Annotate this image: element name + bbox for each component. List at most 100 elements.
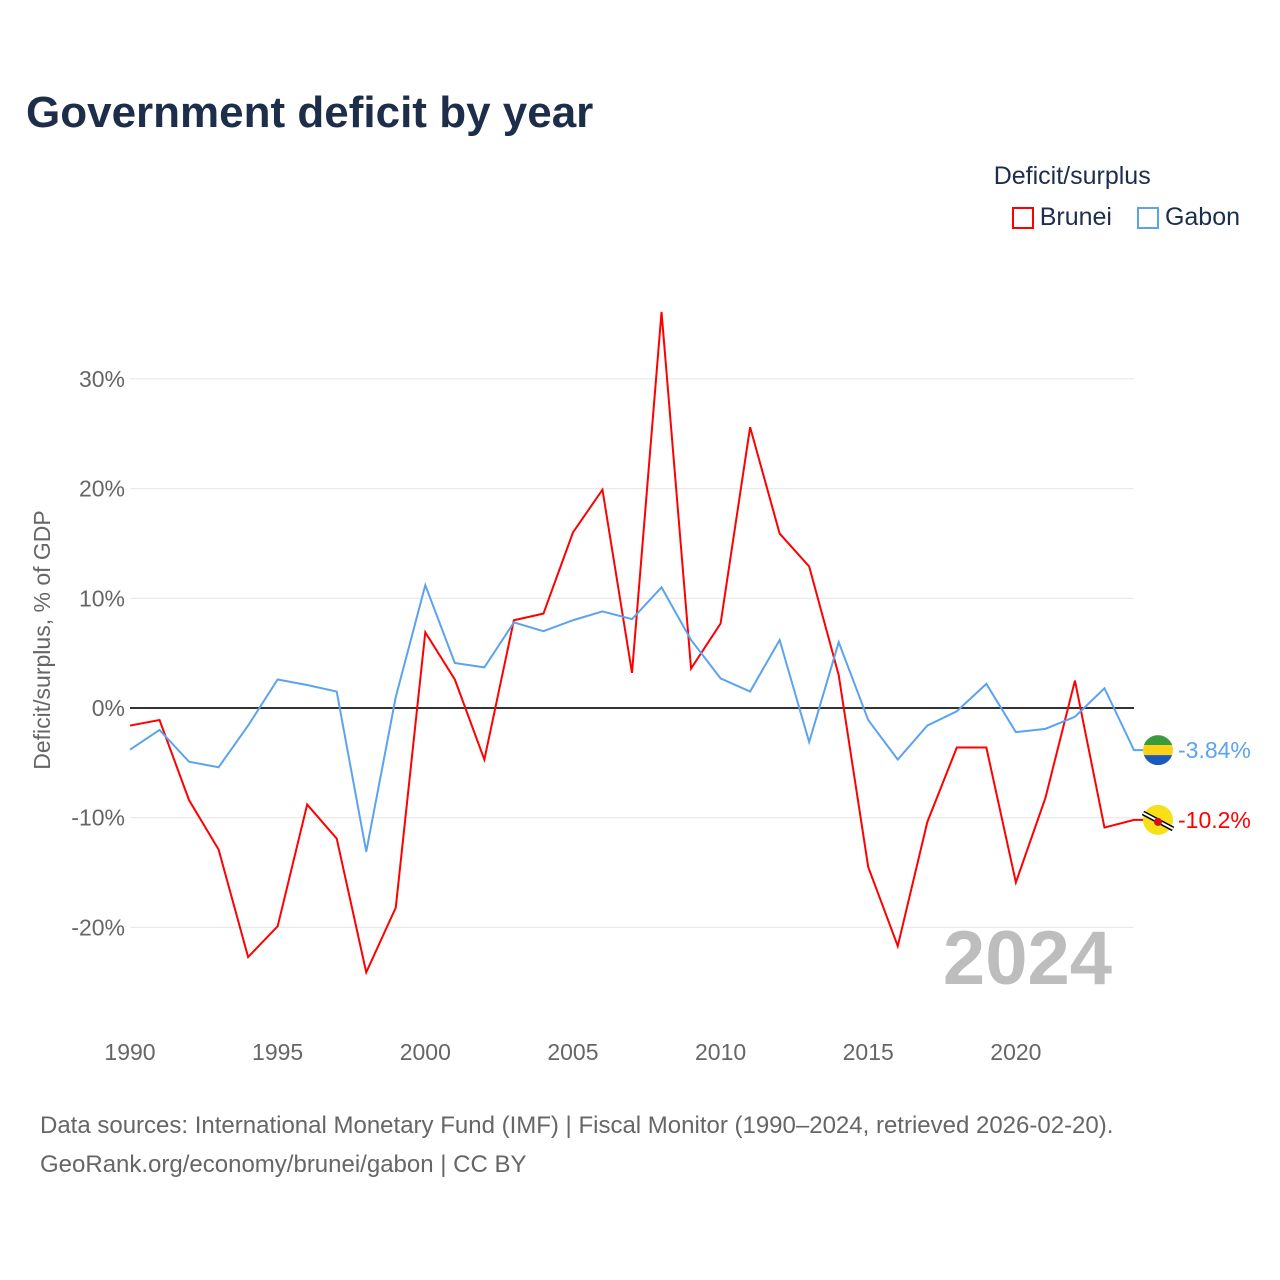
data-point-brunei — [688, 666, 694, 672]
data-point-brunei — [954, 744, 960, 750]
legend-swatch-gabon — [1136, 206, 1159, 229]
data-point-gabon — [393, 694, 399, 700]
y-tick-label: 20% — [79, 476, 125, 502]
data-point-brunei — [865, 864, 871, 870]
data-point-gabon — [1013, 729, 1019, 735]
data-point-brunei — [836, 672, 842, 678]
brunei-flag-icon — [1141, 804, 1175, 835]
source-link[interactable]: GeoRank.org/economy/brunei/gabon | CC BY — [40, 1151, 527, 1178]
data-point-brunei — [659, 309, 665, 315]
series-line-brunei — [129, 311, 1158, 976]
data-point-gabon — [777, 637, 783, 643]
data-point-brunei — [245, 954, 251, 960]
data-point-brunei — [275, 923, 281, 929]
data-point-brunei — [1013, 879, 1019, 885]
data-point-brunei — [777, 531, 783, 537]
data-point-gabon — [304, 682, 310, 688]
data-point-gabon — [806, 739, 812, 745]
legend-swatch-brunei — [1011, 206, 1034, 229]
data-point-brunei — [570, 529, 576, 535]
data-point-gabon — [865, 717, 871, 723]
legend-item-gabon[interactable]: Gabon — [1136, 203, 1240, 232]
data-point-brunei — [1042, 795, 1048, 801]
data-point-gabon — [422, 582, 428, 588]
data-point-gabon — [718, 675, 724, 681]
flag-stripe — [1143, 755, 1173, 766]
data-point-brunei — [1072, 678, 1078, 684]
data-point-brunei — [806, 563, 812, 569]
data-point-gabon — [540, 628, 546, 634]
data-point-brunei — [1101, 825, 1107, 831]
flag-stripe — [1143, 735, 1173, 746]
data-point-gabon — [983, 681, 989, 687]
data-point-gabon — [452, 660, 458, 666]
x-tick-label: 2000 — [400, 1039, 451, 1065]
data-point-brunei — [747, 424, 753, 430]
y-axis-label: Deficit/surplus, % of GDP — [29, 510, 55, 769]
data-point-brunei — [540, 611, 546, 617]
data-point-brunei — [895, 943, 901, 949]
x-tick-label: 1995 — [252, 1039, 303, 1065]
year-watermark: 2024 — [943, 916, 1112, 1001]
data-point-gabon — [954, 708, 960, 714]
data-point-gabon — [1131, 747, 1137, 753]
data-point-brunei — [393, 905, 399, 911]
data-point-gabon — [157, 727, 163, 733]
data-point-brunei — [1131, 817, 1137, 823]
y-tick-label: 10% — [79, 585, 125, 611]
gabon-flag-icon — [1143, 735, 1173, 766]
x-tick-label: 2020 — [990, 1039, 1041, 1065]
data-point-gabon — [245, 723, 251, 729]
data-point-gabon — [836, 639, 842, 645]
data-point-gabon — [659, 584, 665, 590]
data-point-brunei — [157, 717, 163, 723]
data-point-brunei — [334, 836, 340, 842]
x-tick-label: 2010 — [695, 1039, 746, 1065]
data-point-gabon — [924, 723, 930, 729]
data-point-gabon — [481, 664, 487, 670]
flag-stripe — [1143, 745, 1173, 756]
data-point-brunei — [629, 670, 635, 676]
data-point-gabon — [363, 849, 369, 855]
data-point-brunei — [216, 847, 222, 853]
data-point-brunei — [924, 819, 930, 825]
end-label-brunei: -10.2% — [1178, 807, 1251, 833]
data-point-gabon — [747, 689, 753, 695]
legend-item-brunei[interactable]: Brunei — [1011, 203, 1112, 232]
legend: Deficit/surplus Brunei Gabon — [994, 162, 1240, 236]
x-tick-label: 2005 — [547, 1039, 598, 1065]
data-point-gabon — [334, 689, 340, 695]
data-point-gabon — [216, 764, 222, 770]
data-point-brunei — [186, 797, 192, 803]
data-point-brunei — [363, 969, 369, 975]
data-point-gabon — [127, 747, 133, 753]
data-point-gabon — [570, 617, 576, 623]
data-point-gabon — [1101, 685, 1107, 691]
data-point-brunei — [452, 676, 458, 682]
y-tick-label: 0% — [92, 695, 125, 721]
data-point-brunei — [304, 802, 310, 808]
data-point-gabon — [1042, 726, 1048, 732]
data-point-gabon — [511, 619, 517, 625]
x-tick-label: 1990 — [104, 1039, 155, 1065]
y-tick-label: -10% — [71, 805, 125, 831]
data-point-brunei — [481, 757, 487, 763]
legend-label: Gabon — [1164, 203, 1240, 231]
data-point-gabon — [895, 757, 901, 763]
y-tick-label: 30% — [79, 366, 125, 392]
legend-label: Brunei — [1039, 203, 1112, 231]
data-point-gabon — [599, 608, 605, 614]
data-point-brunei — [127, 723, 133, 729]
source-line: Data sources: International Monetary Fun… — [40, 1112, 1114, 1139]
end-label-gabon: -3.84% — [1178, 737, 1251, 763]
data-point-brunei — [718, 621, 724, 627]
y-tick-label: -20% — [71, 914, 125, 940]
data-point-gabon — [186, 759, 192, 765]
data-point-gabon — [688, 637, 694, 643]
data-point-brunei — [599, 487, 605, 493]
source-note: Data sources: International Monetary Fun… — [40, 1106, 1113, 1184]
data-point-brunei — [983, 744, 989, 750]
legend-title: Deficit/surplus — [993, 162, 1151, 190]
chart-title: Government deficit by year — [26, 88, 594, 137]
